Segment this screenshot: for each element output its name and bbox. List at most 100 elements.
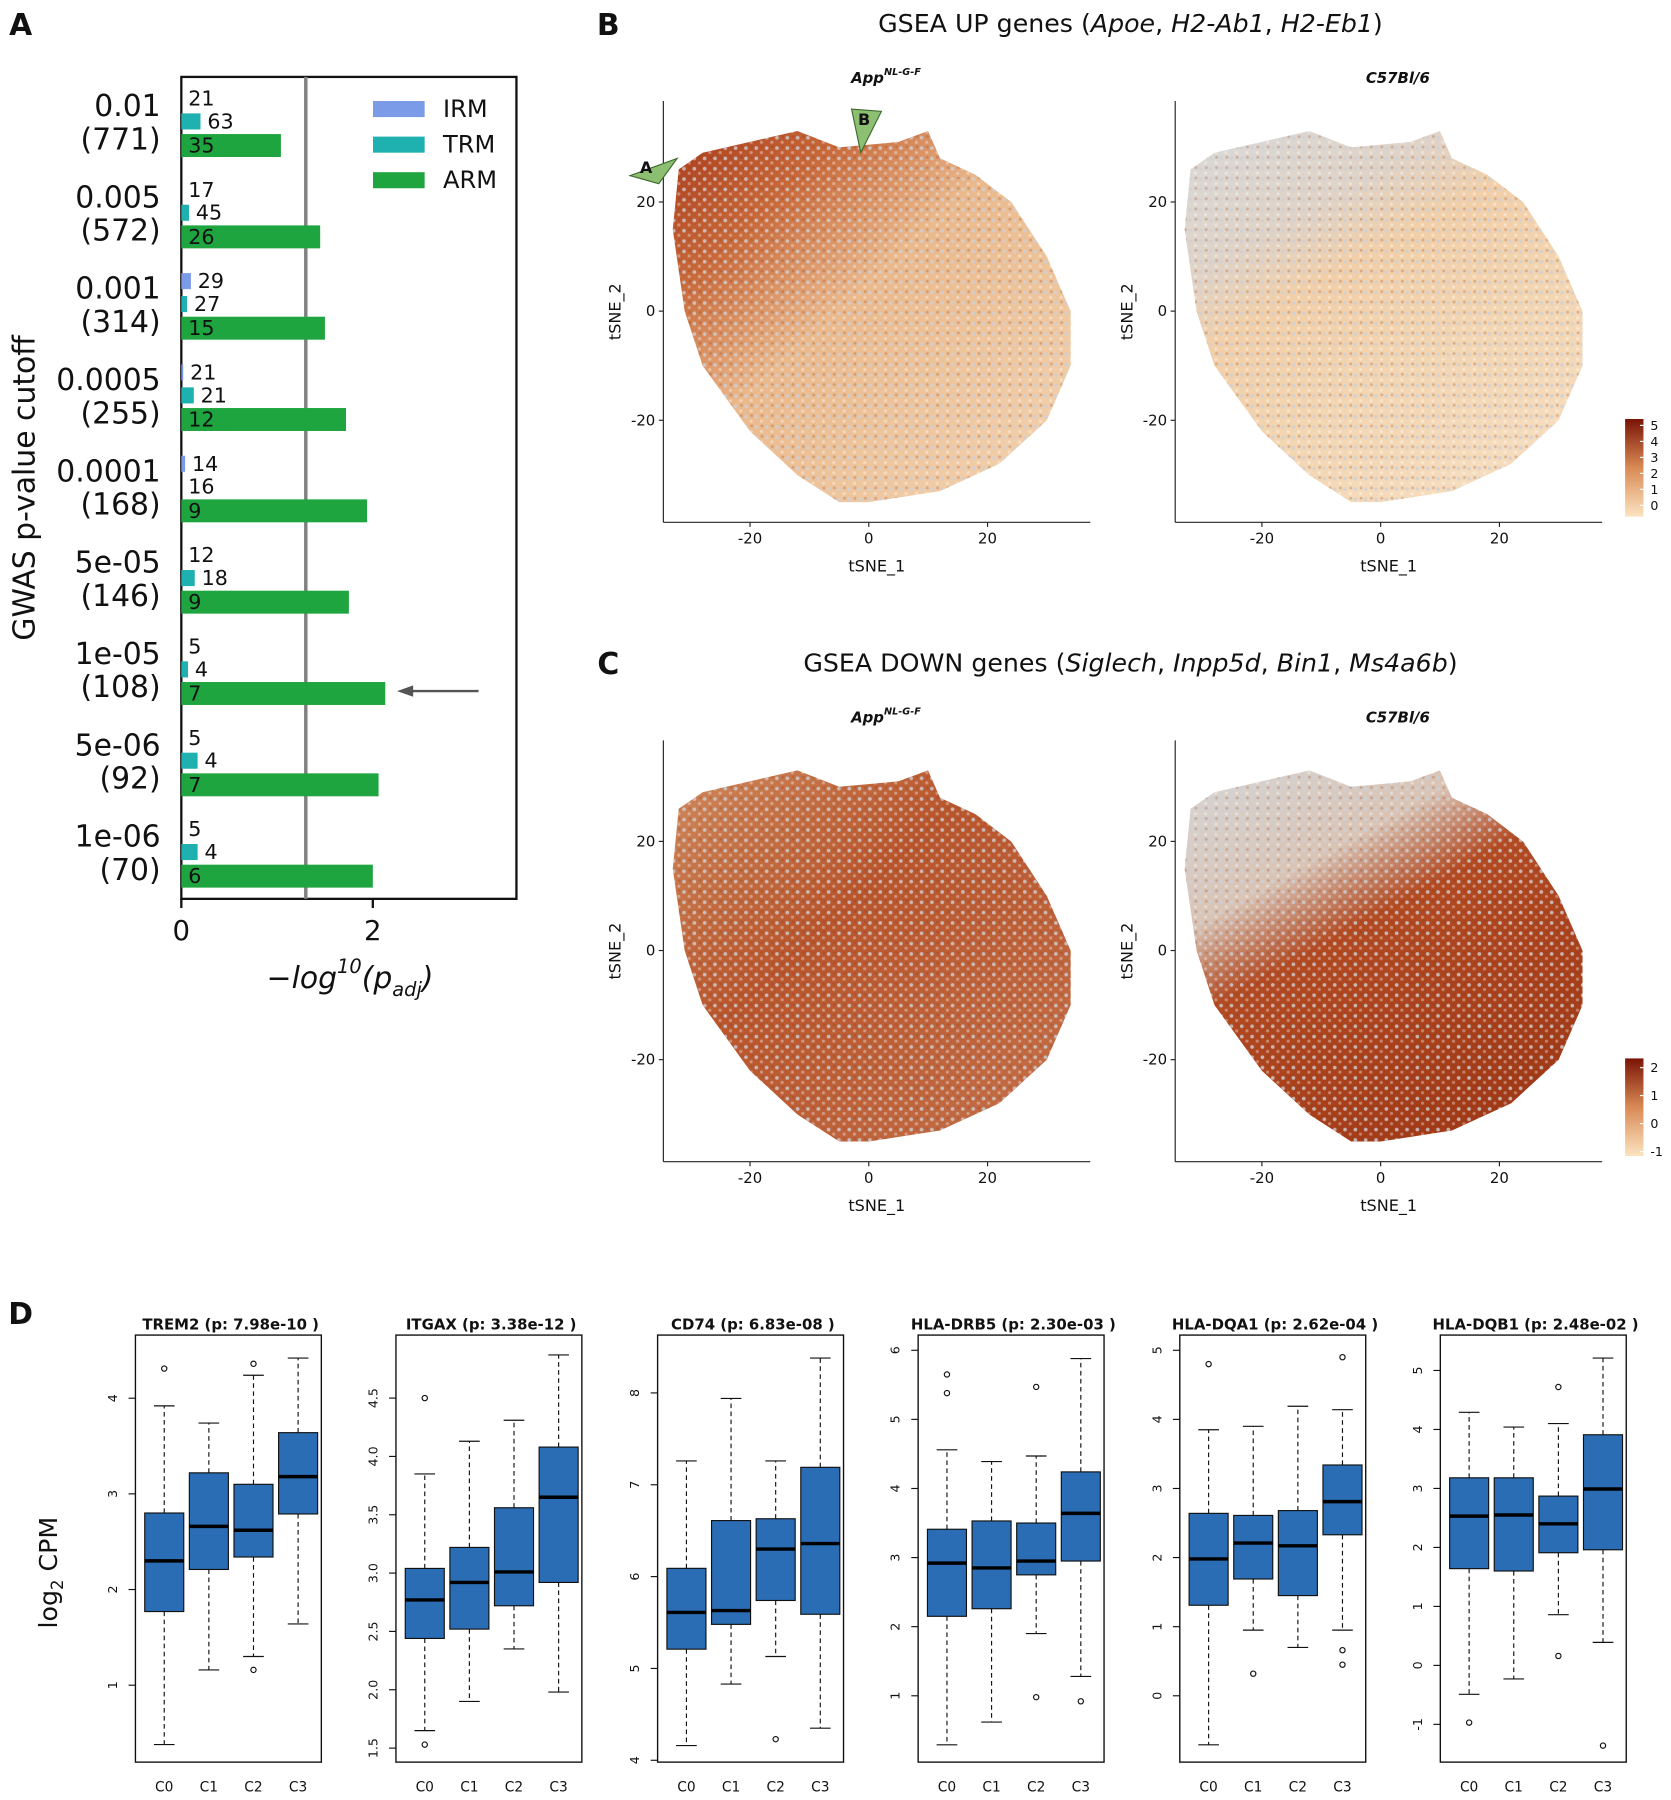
x-tick-label: C3 bbox=[289, 1779, 307, 1795]
panel-title-part: Ms4a6b bbox=[1349, 648, 1448, 677]
colorbar-tick-label: 1 bbox=[1650, 1088, 1658, 1103]
y-tick-label: 20 bbox=[636, 832, 655, 850]
panel-title-part: ) bbox=[1448, 648, 1458, 677]
plot-title: C57Bl/6 bbox=[1366, 708, 1430, 726]
y-tick-label: 3 bbox=[105, 1490, 120, 1498]
y-tick-label: 3 bbox=[1149, 1484, 1164, 1492]
legend-swatch bbox=[372, 172, 425, 189]
category-count: (572) bbox=[80, 214, 160, 249]
x-tick-label: C3 bbox=[811, 1779, 829, 1795]
outlier bbox=[1555, 1383, 1562, 1391]
y-tick-label: 5 bbox=[627, 1664, 642, 1672]
y-axis-label: log2 CPM bbox=[34, 1517, 67, 1629]
x-axis-label: −log10(padj) bbox=[267, 955, 434, 1001]
count-label: 35 bbox=[188, 134, 214, 158]
plot-title: CD74 (p: 6.83e-08 ) bbox=[671, 1316, 835, 1334]
panel-label: B bbox=[597, 8, 620, 43]
outlier bbox=[772, 1735, 779, 1743]
count-label: 12 bbox=[188, 408, 214, 432]
category-label: 1e-06 bbox=[75, 820, 161, 855]
x-tick-label: -20 bbox=[738, 529, 762, 547]
legend-label: IRM bbox=[443, 95, 488, 123]
x-axis-label-part: adj bbox=[392, 978, 422, 1001]
x-tick-label: 0 bbox=[864, 529, 873, 547]
category-count: (108) bbox=[80, 670, 160, 705]
count-label: 29 bbox=[198, 269, 224, 293]
category-label: 5e-06 bbox=[75, 728, 161, 763]
y-axis-label: tSNE_2 bbox=[606, 923, 626, 980]
bar bbox=[181, 752, 198, 769]
count-label: 14 bbox=[192, 452, 218, 476]
box bbox=[710, 1520, 752, 1625]
outlier bbox=[1339, 1646, 1346, 1654]
colorbar-tick-label: 2 bbox=[1650, 1060, 1658, 1075]
bar bbox=[181, 773, 379, 797]
y-tick-label: 0 bbox=[1158, 302, 1167, 320]
panel-label: D bbox=[8, 1297, 33, 1332]
cell-cloud-texture bbox=[1184, 130, 1583, 503]
outlier bbox=[1077, 1698, 1085, 1705]
y-tick-label: 1 bbox=[105, 1681, 120, 1689]
bar bbox=[181, 408, 347, 431]
x-tick-label: C1 bbox=[1505, 1779, 1523, 1795]
panel-title-part: GSEA UP genes ( bbox=[878, 8, 1091, 37]
plot-title: AppNL-G-F bbox=[850, 706, 921, 726]
outlier bbox=[1032, 1383, 1040, 1391]
colorbar-tick-label: 3 bbox=[1650, 450, 1658, 465]
plot-title: ITGAX (p: 3.38e-12 ) bbox=[406, 1316, 577, 1334]
y-axis-label: GWAS p-value cutoff bbox=[8, 334, 43, 641]
x-tick-label: 2 bbox=[364, 915, 382, 947]
box bbox=[188, 1472, 229, 1571]
count-label: 5 bbox=[188, 634, 201, 658]
plot-title: C57Bl/6 bbox=[1366, 69, 1430, 87]
x-axis-label-part: (p bbox=[362, 961, 393, 996]
y-tick-label: 1 bbox=[888, 1692, 903, 1700]
count-label: 45 bbox=[196, 201, 222, 225]
panel-title: GSEA DOWN genes (Siglech, Inpp5d, Bin1, … bbox=[803, 648, 1457, 677]
plot-title-part: NL-G-F bbox=[884, 706, 921, 717]
box bbox=[233, 1483, 274, 1558]
category-label: 5e-05 bbox=[75, 546, 161, 581]
bar bbox=[181, 225, 321, 249]
x-tick-label: C1 bbox=[200, 1779, 218, 1795]
plot-title: HLA-DRB5 (p: 2.30e-03 ) bbox=[911, 1316, 1116, 1334]
category-label: 0.001 bbox=[75, 272, 160, 307]
category-label: 0.0005 bbox=[56, 363, 160, 398]
bar bbox=[181, 387, 194, 404]
x-tick-label: 20 bbox=[978, 529, 997, 547]
count-label: 17 bbox=[188, 178, 214, 202]
category-count: (168) bbox=[80, 488, 160, 523]
y-tick-label: -20 bbox=[1143, 1051, 1167, 1069]
count-label: 4 bbox=[204, 840, 217, 864]
plot-title-part: App bbox=[850, 69, 884, 87]
cell-cloud-texture bbox=[1184, 770, 1583, 1142]
category-count: (314) bbox=[80, 305, 160, 340]
outlier bbox=[1032, 1693, 1040, 1701]
y-tick-label: 0 bbox=[1410, 1661, 1425, 1669]
box bbox=[538, 1446, 579, 1584]
panel-title-part: Bin1 bbox=[1277, 648, 1333, 677]
outlier bbox=[943, 1371, 951, 1378]
x-axis-label-part: ) bbox=[420, 961, 434, 996]
count-label: 63 bbox=[207, 109, 233, 133]
y-tick-label: 2.0 bbox=[365, 1680, 380, 1700]
y-tick-label: 0 bbox=[1149, 1692, 1164, 1700]
x-tick-label: C0 bbox=[1460, 1779, 1478, 1795]
plot-frame bbox=[656, 1334, 845, 1763]
y-tick-label: 5 bbox=[1149, 1346, 1164, 1354]
colorbar-tick-label: 2 bbox=[1650, 466, 1658, 481]
count-label: 6 bbox=[188, 864, 201, 888]
x-tick-label: C2 bbox=[1289, 1779, 1307, 1795]
legend-label: ARM bbox=[443, 166, 497, 194]
bar bbox=[181, 864, 373, 888]
panel-title-part: , bbox=[1265, 8, 1281, 37]
plot-title-part: NL-G-F bbox=[884, 67, 921, 78]
x-tick-label: C1 bbox=[1244, 1779, 1262, 1795]
x-tick-label: -20 bbox=[1250, 1169, 1274, 1187]
panel-title-part: , bbox=[1155, 8, 1171, 37]
x-tick-label: 0 bbox=[1376, 529, 1385, 547]
outlier bbox=[1555, 1652, 1562, 1660]
plot-title-part: C57Bl/6 bbox=[1366, 708, 1430, 726]
y-tick-label: 2 bbox=[105, 1586, 120, 1594]
